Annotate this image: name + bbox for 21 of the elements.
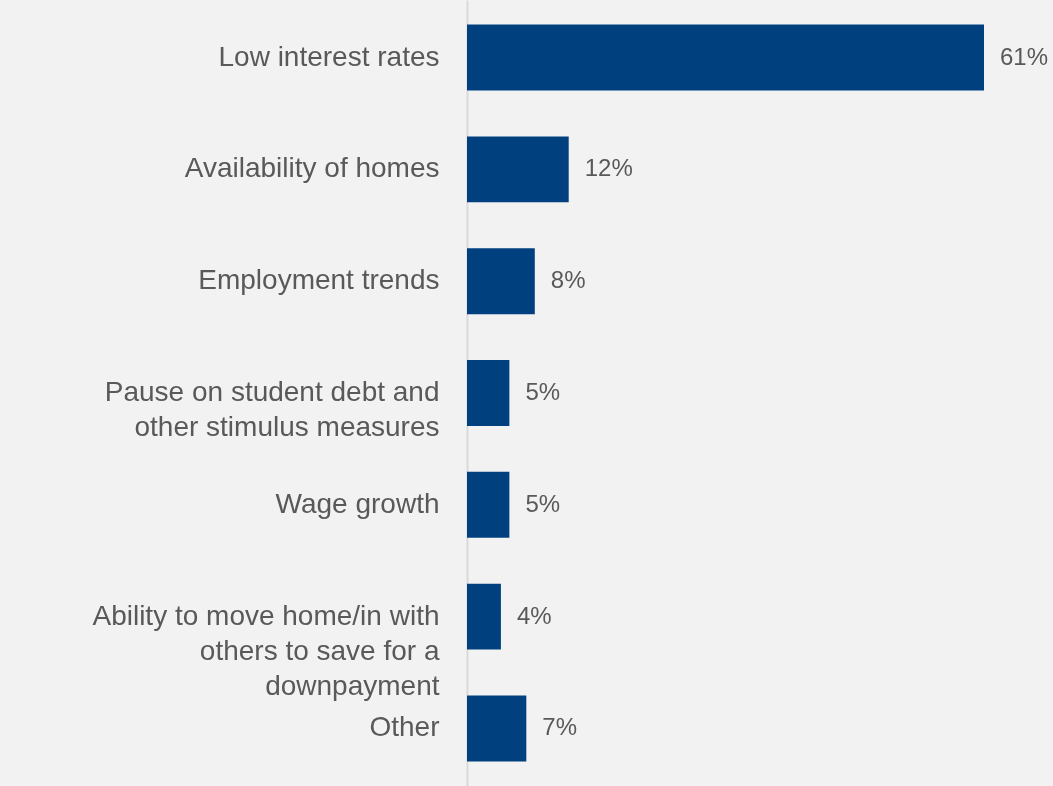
- bar: [467, 24, 984, 91]
- data-label: 8%: [550, 266, 586, 294]
- data-label: 5%: [525, 489, 561, 517]
- bar: [467, 471, 510, 538]
- bar: [467, 360, 510, 426]
- y-tick-label: Wage growth: [275, 487, 440, 519]
- data-label: 7%: [542, 713, 578, 741]
- y-tick-label: Pause on student debt and other stimulus measures: [104, 376, 440, 442]
- y-tick-label: Employment trends: [198, 264, 440, 296]
- bar: [467, 248, 535, 315]
- y-tick-label: Other: [369, 711, 440, 743]
- data-label: 61%: [1000, 42, 1049, 70]
- bar: [467, 583, 501, 650]
- y-tick-label: Availability of homes: [184, 152, 440, 184]
- y-tick-label: Low interest rates: [218, 40, 440, 72]
- bar: [467, 136, 569, 203]
- data-label: 12%: [584, 154, 633, 182]
- bar: [467, 695, 527, 762]
- data-label: 5%: [525, 378, 561, 405]
- data-label: 4%: [516, 601, 552, 629]
- y-tick-label: Ability to move home/in with others to save for a downpayment: [92, 599, 440, 701]
